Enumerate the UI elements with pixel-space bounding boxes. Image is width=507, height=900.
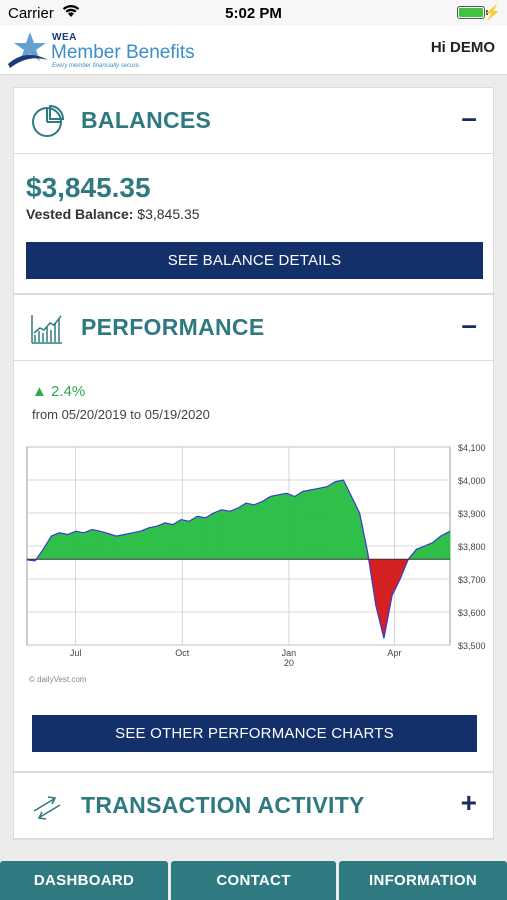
transaction-activity-title: TRANSACTION ACTIVITY bbox=[81, 792, 365, 818]
transfer-arrows-icon bbox=[33, 796, 61, 820]
logo-tagline: Every member financially secure. bbox=[52, 63, 141, 69]
chart-area-segment bbox=[326, 481, 336, 560]
chart-area-segment bbox=[197, 516, 206, 560]
chart-area-segment bbox=[83, 529, 93, 560]
chart-area-segment bbox=[286, 492, 295, 560]
wea-logo[interactable]: WEA Member Benefits Every member financi… bbox=[6, 30, 196, 72]
user-greeting[interactable]: Hi DEMO bbox=[430, 39, 495, 56]
tab-dashboard[interactable]: DASHBOARD bbox=[0, 861, 168, 900]
balances-title: BALANCES bbox=[81, 107, 212, 133]
chart-area-segment bbox=[164, 522, 174, 560]
chart-area-segment bbox=[99, 530, 109, 560]
chart-area-segment bbox=[189, 515, 198, 560]
chart-area-segment bbox=[107, 533, 117, 560]
chart-area-segment bbox=[294, 491, 304, 560]
transaction-activity-panel: TRANSACTION ACTIVITY + bbox=[13, 772, 494, 840]
clock: 5:02 PM bbox=[225, 5, 282, 22]
bottom-tab-bar: DASHBOARD CONTACT INFORMATION bbox=[0, 861, 507, 900]
chart-area-segment bbox=[75, 530, 84, 560]
battery-icon bbox=[457, 6, 485, 19]
chart-area-segment bbox=[245, 502, 255, 560]
chart-area-segment bbox=[132, 530, 141, 560]
chart-area-segment bbox=[148, 525, 157, 560]
tab-contact[interactable]: CONTACT bbox=[171, 861, 336, 900]
vested-label: Vested Balance: bbox=[26, 206, 134, 222]
see-balance-details-button[interactable]: SEE BALANCE DETAILS bbox=[26, 242, 483, 279]
dashboard-content: BALANCES – $3,845.35 Vested Balance: $3,… bbox=[13, 87, 494, 867]
tab-information[interactable]: INFORMATION bbox=[339, 861, 507, 900]
chart-area-segment bbox=[278, 492, 287, 560]
status-bar: Carrier 5:02 PM ⚡ bbox=[0, 0, 507, 26]
chart-area-segment bbox=[237, 502, 247, 560]
chart-area-segment bbox=[302, 489, 312, 560]
battery-tip bbox=[486, 10, 488, 15]
y-tick-label: $3,500 bbox=[458, 641, 486, 651]
expand-transactions-button[interactable]: + bbox=[460, 787, 477, 818]
x-tick-label: Apr bbox=[387, 648, 401, 658]
chart-area-segment bbox=[213, 509, 222, 560]
vested-balance: Vested Balance: $3,845.35 bbox=[26, 206, 481, 222]
performance-panel: PERFORMANCE – ▲ 2.4% from 05/20/2019 to … bbox=[13, 294, 494, 772]
chart-area-segment bbox=[67, 530, 76, 560]
chart-area-segment bbox=[156, 522, 166, 560]
line-chart-icon bbox=[31, 315, 62, 344]
performance-body: ▲ 2.4% from 05/20/2019 to 05/19/2020 $4,… bbox=[14, 361, 493, 771]
chart-area-segment bbox=[116, 534, 125, 560]
collapse-balances-button[interactable]: – bbox=[461, 102, 477, 133]
y-tick-label: $3,600 bbox=[458, 608, 486, 618]
y-tick-label: $3,900 bbox=[458, 509, 486, 519]
chart-series-line bbox=[26, 479, 451, 639]
performance-header[interactable]: PERFORMANCE – bbox=[14, 295, 493, 361]
performance-title: PERFORMANCE bbox=[81, 314, 265, 340]
y-tick-label: $3,800 bbox=[458, 542, 486, 552]
y-tick-label: $4,100 bbox=[458, 443, 486, 453]
balances-header[interactable]: BALANCES – bbox=[14, 88, 493, 154]
x-tick-label: Jan bbox=[282, 648, 297, 658]
chart-area-segment bbox=[51, 532, 60, 560]
charging-icon: ⚡ bbox=[483, 4, 501, 20]
chart-area-segment bbox=[205, 512, 214, 560]
chart-area-segment bbox=[335, 479, 344, 560]
chart-area-segment bbox=[221, 509, 231, 560]
app-header: WEA Member Benefits Every member financi… bbox=[0, 26, 507, 75]
y-tick-label: $4,000 bbox=[458, 476, 486, 486]
chart-area-segment bbox=[180, 519, 190, 560]
vested-value: $3,845.35 bbox=[133, 206, 200, 222]
performance-chart[interactable]: $4,100 $4,000 $3,900 $3,800 $3,700 $3,600 $3,5… bbox=[14, 441, 494, 701]
y-tick-label: $3,700 bbox=[458, 575, 486, 585]
performance-date-range: from 05/20/2019 to 05/19/2020 bbox=[32, 407, 210, 422]
collapse-performance-button[interactable]: – bbox=[461, 309, 477, 340]
see-other-performance-charts-button[interactable]: SEE OTHER PERFORMANCE CHARTS bbox=[32, 715, 477, 752]
transaction-activity-header[interactable]: TRANSACTION ACTIVITY + bbox=[14, 773, 493, 839]
chart-area-segment bbox=[140, 527, 149, 560]
chart-area-segment bbox=[59, 532, 68, 560]
pie-chart-icon bbox=[32, 104, 64, 137]
x-tick-label: Jul bbox=[70, 648, 82, 658]
chart-area-segment bbox=[262, 496, 271, 560]
balance-amount: $3,845.35 bbox=[26, 172, 151, 203]
carrier-label: Carrier bbox=[8, 5, 54, 22]
balances-body: $3,845.35 Vested Balance: $3,845.35 SEE … bbox=[14, 154, 493, 293]
chart-area-segment bbox=[91, 529, 101, 560]
performance-change: ▲ 2.4% bbox=[32, 383, 86, 400]
logo-wea: WEA bbox=[52, 32, 77, 43]
chart-area-segment bbox=[253, 501, 263, 560]
chart-area-segment bbox=[310, 488, 320, 560]
balances-panel: BALANCES – $3,845.35 Vested Balance: $3,… bbox=[13, 87, 494, 294]
chart-area-segment bbox=[229, 507, 239, 560]
chart-area-segment bbox=[172, 519, 182, 560]
wifi-icon bbox=[62, 4, 80, 22]
star-logo-icon bbox=[8, 32, 48, 68]
x-tick-label: Oct bbox=[175, 648, 190, 658]
logo-name: Member Benefits bbox=[51, 42, 195, 63]
x-tick-sublabel: 20 bbox=[284, 658, 294, 668]
chart-area-segment bbox=[270, 494, 279, 560]
chart-area-segment bbox=[124, 532, 133, 560]
chart-credit: © dailyVest.com bbox=[29, 675, 87, 684]
chart-area-segment bbox=[318, 486, 328, 560]
